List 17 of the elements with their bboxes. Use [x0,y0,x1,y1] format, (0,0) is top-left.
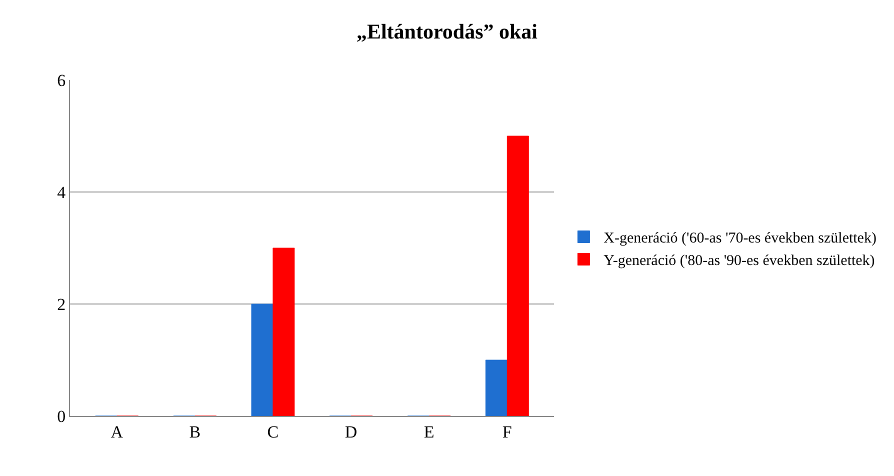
y-tick-label: 2 [57,294,66,314]
bar [251,304,274,416]
legend-label: X-generáció ('60-as '70-es években születtek) [604,230,876,247]
chart-title: „Eltántorodás” okai [356,20,538,44]
x-tick-label: D [344,422,358,442]
legend-label: Y-generáció ('80-as '90-es években születtek) [604,253,875,270]
x-tick-label: A [110,422,124,442]
bar [485,360,508,416]
bar [506,136,529,416]
x-tick-label: C [267,422,279,442]
y-tick-label: 4 [57,182,66,202]
x-tick-label: E [424,422,434,442]
y-tick-label: 6 [57,70,66,90]
x-tick-label: F [502,422,512,442]
x-tick-label: B [189,422,201,442]
y-tick-label: 0 [57,406,66,426]
bar [272,248,295,416]
